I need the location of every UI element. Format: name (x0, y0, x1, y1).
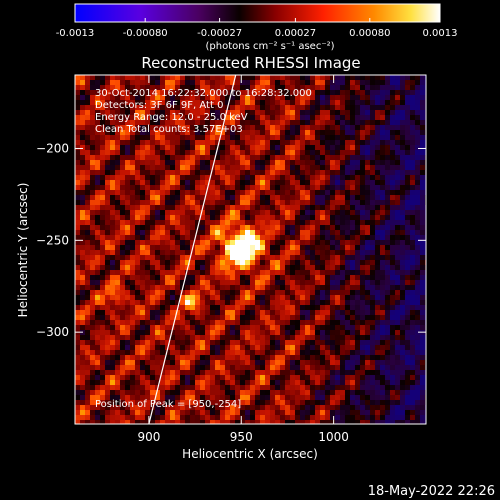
plot-frame (74, 74, 427, 425)
observation-info: 30-Oct-2014 16:22:32.000 to 16:28:32.000… (95, 88, 312, 135)
y-tick-label: −300 (36, 325, 69, 339)
colorbar-frame (74, 3, 441, 23)
info-line: 30-Oct-2014 16:22:32.000 to 16:28:32.000 (95, 88, 312, 99)
y-axis: −200 −250 −300 (36, 141, 426, 339)
colorbar-tick-label: 0.00027 (275, 28, 316, 39)
colorbar-tick-label: 0.00080 (349, 28, 390, 39)
x-axis: 900 950 1000 (137, 75, 349, 444)
x-tick-label: 1000 (318, 430, 349, 444)
timestamp: 18-May-2022 22:26 (368, 484, 495, 499)
info-line: Detectors: 3F 6F 9F, Att 0 (95, 100, 223, 111)
colorbar-unit-label: (photons cm⁻² s⁻¹ asec⁻²) (205, 41, 334, 52)
x-tick-label: 950 (230, 430, 253, 444)
y-tick-label: −250 (36, 233, 69, 247)
colorbar-tick-label: -0.00027 (197, 28, 242, 39)
colorbar-gradient (75, 4, 440, 22)
peak-position-text: Position of Peak = [950,-254] (95, 399, 241, 410)
x-axis-label: Heliocentric X (arcsec) (182, 447, 318, 461)
colorbar-ticks: -0.0013 -0.00080 -0.00027 0.00027 0.00080 0.0… (56, 18, 458, 39)
x-tick-label: 900 (137, 430, 160, 444)
colorbar-tick-label: 0.0013 (423, 28, 458, 39)
solar-limb-line (148, 75, 237, 424)
info-line: Energy Range: 12.0 - 25.0 keV (95, 112, 248, 123)
chart-title: Reconstructed RHESSI Image (141, 54, 360, 72)
info-line: Clean Total counts: 3.57E+03 (95, 124, 243, 135)
heatmap-image (75, 75, 426, 424)
colorbar-tick-label: -0.00080 (123, 28, 168, 39)
y-tick-label: −200 (36, 141, 69, 155)
colorbar-tick-label: -0.0013 (56, 28, 95, 39)
y-axis-label: Heliocentric Y (arcsec) (16, 183, 30, 318)
colorbar: -0.0013 -0.00080 -0.00027 0.00027 0.00080 0.0… (56, 3, 458, 52)
